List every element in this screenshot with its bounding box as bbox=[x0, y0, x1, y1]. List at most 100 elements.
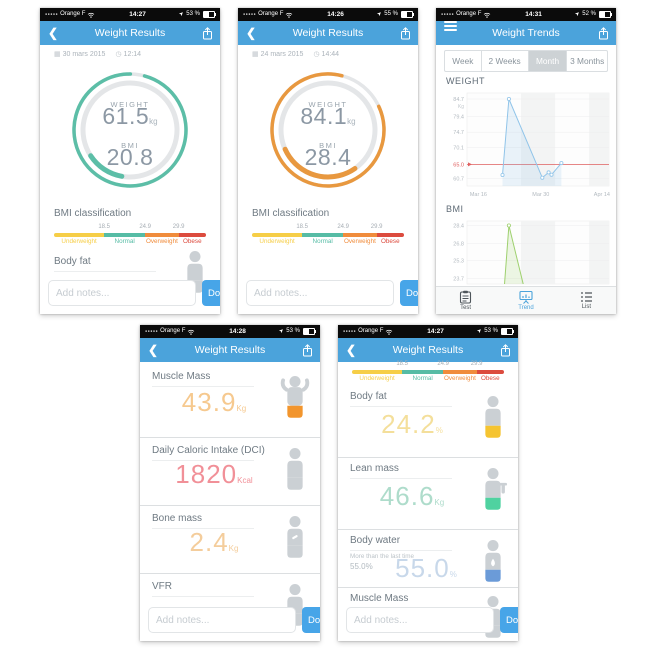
done-button[interactable]: Done bbox=[202, 280, 220, 306]
section-title-lean-mass: Lean mass bbox=[350, 463, 399, 474]
svg-text:Mar 16: Mar 16 bbox=[470, 192, 487, 198]
share-button[interactable] bbox=[500, 338, 511, 362]
bone-person-icon bbox=[278, 515, 312, 568]
battery-percent: 53 % bbox=[484, 328, 498, 334]
lean-mass-person-icon bbox=[476, 467, 510, 520]
svg-text:79.4: 79.4 bbox=[453, 115, 464, 121]
back-button[interactable]: ❮ bbox=[148, 343, 159, 357]
bmi-segment-label: Normal bbox=[312, 238, 333, 245]
calendar-icon: ▦ bbox=[252, 51, 259, 58]
lean-mass-value: 46.6Kg bbox=[379, 481, 445, 511]
battery-percent: 55 % bbox=[384, 11, 398, 17]
section-title-muscle-mass: Muscle Mass bbox=[350, 593, 409, 604]
measurement-time: 14:44 bbox=[321, 51, 340, 58]
phone-weight-results-details-2: ●●●●● Orange F 14:27 ➤ 53 % ❮ Weight Res… bbox=[338, 325, 518, 641]
list-icon bbox=[580, 292, 592, 302]
range-tab-2weeks[interactable]: 2 Weeks bbox=[480, 51, 528, 71]
muscle-mass-value: 43.9Kg bbox=[181, 387, 247, 417]
signal-dots-icon: ●●●●● bbox=[145, 329, 159, 333]
bmi-tick: 29.9 bbox=[172, 224, 185, 230]
bmi-chart-title: BMI bbox=[446, 204, 464, 214]
share-button[interactable] bbox=[598, 21, 609, 45]
phone-weight-results-details-1: ●●●●● Orange F 14:28 ➤ 53 % ❮ Weight Res… bbox=[140, 325, 320, 641]
svg-text:25.3: 25.3 bbox=[453, 258, 464, 264]
measurement-date-row: ▦ 30 mars 2015 ◷ 12:14 bbox=[54, 50, 141, 58]
status-time: 14:28 bbox=[229, 328, 246, 335]
back-button[interactable]: ❮ bbox=[48, 26, 59, 40]
bmi-segment-label: Obese bbox=[481, 375, 500, 382]
bmi-segment-label: Overweight bbox=[443, 375, 476, 382]
measurement-date-row: ▦ 24 mars 2015 ◷ 14:44 bbox=[252, 50, 339, 58]
svg-text:Mar 30: Mar 30 bbox=[532, 192, 549, 198]
bmi-classification-scale: 18.5 24.9 29.9 Underweight Normal Overweight O… bbox=[54, 224, 206, 248]
measurement-date: 24 mars 2015 bbox=[260, 51, 304, 58]
tab-trend[interactable]: Trend bbox=[518, 290, 534, 311]
nav-bar: ❮ Weight Results bbox=[338, 338, 518, 362]
done-button[interactable]: Done bbox=[400, 280, 418, 306]
bmi-tick: 18.5 bbox=[296, 224, 308, 230]
bmi-tick: 24.9 bbox=[337, 224, 350, 230]
share-icon bbox=[501, 343, 510, 356]
bmi-segment-label: Normal bbox=[412, 375, 433, 382]
notes-input[interactable] bbox=[246, 280, 394, 306]
svg-text:60.7: 60.7 bbox=[453, 177, 464, 183]
gauge-weight-label: WEIGHT bbox=[308, 100, 348, 109]
bmi-segment-label: Normal bbox=[114, 238, 135, 245]
range-segmented-control: Week 2 Weeks Month 3 Months bbox=[444, 50, 608, 72]
bmi-segment-label: Obese bbox=[183, 238, 202, 245]
range-tab-week[interactable]: Week bbox=[452, 56, 474, 66]
bmi-segment bbox=[145, 233, 179, 237]
tab-test[interactable]: Test bbox=[459, 290, 472, 311]
share-button[interactable] bbox=[202, 21, 213, 45]
svg-text:70.1: 70.1 bbox=[453, 146, 464, 152]
notes-input[interactable] bbox=[148, 607, 296, 633]
bmi-segment-label: Underweight bbox=[359, 375, 395, 382]
page-title: Weight Results bbox=[194, 344, 266, 356]
section-title-bone-mass: Bone mass bbox=[152, 513, 203, 524]
notes-input[interactable] bbox=[48, 280, 196, 306]
measurement-time: 12:14 bbox=[123, 51, 142, 58]
share-button[interactable] bbox=[400, 21, 411, 45]
share-icon bbox=[303, 343, 312, 356]
status-bar: ●●●●● Orange F 14:31 ➤ 52 % bbox=[436, 8, 616, 21]
menu-button[interactable] bbox=[444, 21, 457, 45]
trend-chart-icon bbox=[519, 290, 533, 304]
carrier-label: Orange F bbox=[456, 11, 482, 17]
battery-percent: 53 % bbox=[186, 11, 200, 17]
page-title: Weight Results bbox=[292, 27, 364, 39]
done-button[interactable]: Done bbox=[302, 607, 320, 633]
bone-mass-value: 2.4Kg bbox=[189, 527, 239, 557]
status-time: 14:31 bbox=[525, 11, 542, 18]
battery-icon bbox=[302, 328, 316, 335]
gauge-bmi-value: 28.4 bbox=[304, 144, 352, 170]
section-title-muscle-mass: Muscle Mass bbox=[152, 371, 211, 382]
share-button[interactable] bbox=[302, 338, 313, 362]
muscle-person-icon bbox=[278, 375, 312, 428]
bmi-segment bbox=[443, 370, 477, 374]
section-title-dci: Daily Caloric Intake (DCI) bbox=[152, 445, 265, 456]
battery-icon bbox=[400, 11, 414, 18]
body-water-compare-note: More than the last time bbox=[350, 553, 415, 560]
body-fat-value: 24.2% bbox=[381, 409, 443, 439]
back-button[interactable]: ❮ bbox=[346, 343, 357, 357]
done-button[interactable]: Done bbox=[500, 607, 518, 633]
signal-dots-icon: ●●●●● bbox=[441, 12, 455, 16]
bmi-segment bbox=[178, 233, 206, 237]
svg-text:Apr 14: Apr 14 bbox=[594, 192, 610, 198]
range-tab-3months[interactable]: 3 Months bbox=[566, 51, 607, 71]
svg-text:84.7: 84.7 bbox=[453, 97, 464, 103]
notes-input[interactable] bbox=[346, 607, 494, 633]
bmi-segment-label: Underweight bbox=[61, 238, 97, 245]
range-tab-month[interactable]: Month bbox=[527, 51, 567, 71]
notes-row: Done bbox=[246, 280, 418, 306]
page-title: Weight Results bbox=[392, 344, 464, 356]
section-title-body-water: Body water bbox=[350, 535, 401, 546]
carrier-label: Orange F bbox=[358, 328, 384, 334]
wifi-icon bbox=[286, 12, 293, 18]
bmi-classification-title: BMI classification bbox=[252, 208, 330, 219]
bmi-classification-scale: 18.5 24.9 29.9 Underweight Normal Overweight O… bbox=[352, 361, 504, 385]
share-icon bbox=[599, 26, 608, 39]
tab-list[interactable]: List bbox=[580, 291, 593, 310]
back-button[interactable]: ❮ bbox=[246, 26, 257, 40]
weight-bmi-gauge bbox=[68, 68, 192, 197]
